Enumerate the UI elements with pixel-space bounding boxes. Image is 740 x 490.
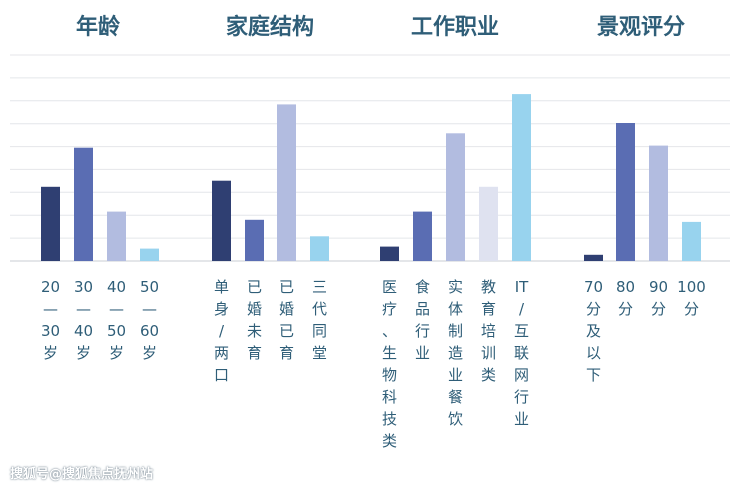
category-label: 40—50 岁 <box>107 278 126 362</box>
group-title: 年龄 <box>76 14 121 40</box>
category-label: 医疗、生物科技类 <box>382 278 397 450</box>
category-label: 70 分及以下 <box>584 278 603 384</box>
category-label: IT/互联网行业 <box>514 278 529 428</box>
category-label: 食品行业 <box>415 278 430 362</box>
bar <box>380 246 399 261</box>
category-label: 50—60 岁 <box>140 278 159 362</box>
group-title: 景观评分 <box>597 15 685 40</box>
bar <box>584 254 603 261</box>
bar <box>649 145 668 261</box>
category-label: 80 分 <box>616 278 635 318</box>
category-label: 三代同堂 <box>312 278 327 362</box>
bar <box>310 236 329 261</box>
category-label: 30—40 岁 <box>74 278 93 362</box>
category-label: 已婚未育 <box>247 278 262 362</box>
bar <box>212 180 231 261</box>
bar <box>616 123 635 261</box>
category-label: 实体制造业餐饮 <box>448 278 463 428</box>
category-label: 100 分 <box>677 278 706 318</box>
bar <box>41 186 60 261</box>
category-label: 教育培训类 <box>481 278 496 384</box>
bar <box>107 211 126 261</box>
bar <box>413 211 432 261</box>
category-label: 90 分 <box>649 278 668 318</box>
bar <box>74 147 93 261</box>
category-label: 已婚已育 <box>279 278 294 362</box>
watermark-text: 搜狐号@搜狐焦点抚州站 <box>10 467 154 482</box>
group-title: 家庭结构 <box>226 14 314 40</box>
group-title: 工作职业 <box>411 15 499 40</box>
bar <box>446 133 465 261</box>
category-label: 单身/两口 <box>214 278 229 384</box>
bar <box>245 219 264 261</box>
category-label: 20—30 岁 <box>41 278 60 362</box>
bar <box>682 221 701 261</box>
bar <box>140 248 159 261</box>
bar <box>512 94 531 261</box>
bar <box>277 104 296 262</box>
bar <box>479 186 498 261</box>
